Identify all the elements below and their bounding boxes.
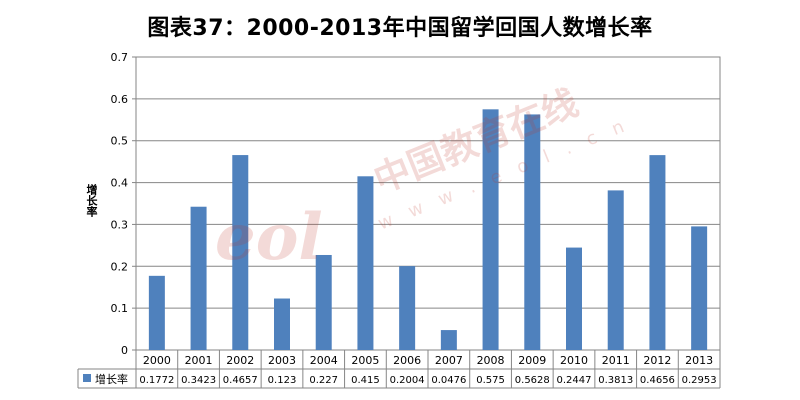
data-label: 0.4656 [640, 375, 675, 386]
data-label: 0.227 [309, 375, 338, 386]
x-tick-label: 2005 [351, 354, 379, 367]
legend-swatch [83, 374, 91, 382]
x-tick-label: 2013 [685, 354, 713, 367]
data-label: 0.2447 [557, 375, 592, 386]
bar-2004 [315, 254, 332, 350]
y-tick-label: 0.5 [111, 135, 129, 148]
x-tick-label: 2007 [435, 354, 463, 367]
x-tick-label: 2008 [477, 354, 505, 367]
y-axis-label: 增长率 [85, 184, 98, 217]
bar-2007 [440, 330, 457, 350]
data-label: 0.3813 [598, 375, 633, 386]
y-tick-label: 0.1 [111, 302, 129, 315]
bar-2010 [566, 247, 582, 350]
bar-2011 [607, 190, 624, 350]
data-label: 0.1772 [139, 375, 174, 386]
x-tick-label: 2009 [518, 354, 546, 367]
x-tick-label: 2006 [393, 354, 421, 367]
bar-2009 [524, 114, 541, 350]
x-tick-label: 2004 [310, 354, 338, 367]
data-label: 0.0476 [431, 375, 466, 386]
y-tick-label: 0.7 [111, 51, 129, 64]
x-tick-label: 2002 [226, 354, 254, 367]
data-label: 0.123 [268, 375, 297, 386]
y-axis-ticks: 0 0.1 0.2 0.3 0.4 0.5 0.6 0.7 [111, 51, 129, 357]
chart-title: 图表37：2000-2013年中国留学回国人数增长率 [147, 16, 653, 41]
bar-2000 [148, 275, 165, 350]
x-tick-label: 2010 [560, 354, 588, 367]
data-label: 0.3423 [181, 375, 216, 386]
bar-2003 [274, 298, 290, 350]
y-tick-label: 0.3 [111, 218, 129, 231]
y-tick-label: 0.6 [111, 93, 129, 106]
data-label: 0.415 [351, 375, 380, 386]
bar-2002 [232, 155, 249, 350]
data-label: 0.575 [476, 375, 505, 386]
x-tick-label: 2012 [643, 354, 671, 367]
plot-area-border [135, 56, 721, 351]
x-tick-label: 2003 [268, 354, 296, 367]
y-tick-label: 0 [121, 344, 128, 357]
data-label: 0.2004 [390, 375, 425, 386]
data-label: 0.4657 [223, 375, 258, 386]
bar-2006 [399, 266, 416, 350]
data-label: 0.5628 [515, 375, 550, 386]
x-tick-label: 2011 [602, 354, 630, 367]
bar-2005 [357, 176, 374, 350]
legend-label: 增长率 [95, 372, 128, 386]
data-label: 0.2953 [682, 375, 717, 386]
grid-lines [132, 56, 721, 351]
y-tick-label: 0.2 [111, 260, 129, 273]
bars [148, 109, 708, 350]
bar-2001 [190, 206, 207, 350]
bar-2008 [482, 109, 499, 350]
bar-2012 [649, 155, 666, 350]
x-tick-label: 2001 [185, 354, 213, 367]
data-table: 2000 0.1772 2001 0.3423 2002 0.4657 2003 0.123 2… [77, 350, 721, 389]
x-tick-label: 2000 [143, 354, 171, 367]
bar-2013 [691, 226, 708, 350]
y-tick-label: 0.4 [111, 177, 129, 190]
